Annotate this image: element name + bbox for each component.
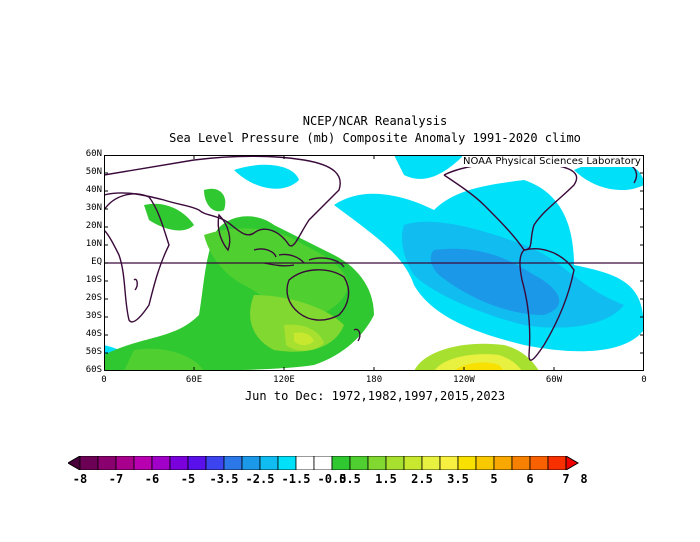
colorbar-swatch [475, 456, 495, 470]
colorbar-swatch [349, 456, 369, 470]
colorbar-swatch [421, 456, 441, 470]
colorbar-swatch [223, 456, 243, 470]
colorbar-label: -7 [108, 472, 124, 486]
colorbar-swatch [133, 456, 153, 470]
latitude-label: 40N [85, 185, 102, 195]
colorbar-swatch [367, 456, 387, 470]
colorbar-max-arrow [565, 456, 579, 470]
colorbar-swatch [331, 456, 351, 470]
colorbar-swatch [511, 456, 531, 470]
colorbar-swatch [79, 456, 99, 470]
colorbar-swatch [97, 456, 117, 470]
latitude-label: 50N [85, 167, 102, 177]
longitude-label: 120W [453, 375, 475, 385]
anomaly-field [104, 155, 644, 371]
colorbar-label: 6 [526, 472, 534, 486]
map-frame [104, 155, 644, 371]
colorbar-label: -3.5 [209, 472, 239, 486]
colorbar-swatch [547, 456, 567, 470]
colorbar-swatch [151, 456, 171, 470]
credit-label: NOAA Physical Sciences Laboratory [462, 156, 642, 167]
colorbar-swatch [493, 456, 513, 470]
colorbar-swatch [439, 456, 459, 470]
colorbar-label: 3.5 [447, 472, 469, 486]
colorbar-swatch [457, 456, 477, 470]
colorbar-label: 8 [580, 472, 588, 486]
colorbar-swatch [259, 456, 279, 470]
latitude-label: 10N [85, 239, 102, 249]
colorbar-swatch [205, 456, 225, 470]
colorbar-label: -0.5 [317, 472, 347, 486]
longitude-label: 0 [641, 375, 647, 385]
colorbar-min-arrow [68, 456, 81, 470]
colorbar-label: -1.5 [281, 472, 311, 486]
latitude-label: 10S [85, 275, 102, 285]
colorbar [68, 456, 579, 470]
longitude-label: 120E [273, 375, 295, 385]
colorbar-label: 7 [562, 472, 570, 486]
colorbar-swatch [385, 456, 405, 470]
colorbar-label: -2.5 [245, 472, 275, 486]
colorbar-swatch [295, 456, 315, 470]
chart-title: NCEP/NCAR Reanalysis [302, 114, 448, 128]
colorbar-label: 5 [490, 472, 498, 486]
latitude-label: 30N [85, 203, 102, 213]
colorbar-label: -6 [144, 472, 160, 486]
longitude-label: 0 [101, 375, 107, 385]
period-label: Jun to Dec: 1972,1982,1997,2015,2023 [244, 389, 506, 403]
chart-subtitle: Sea Level Pressure (mb) Composite Anomal… [169, 131, 581, 145]
colorbar-swatch [169, 456, 189, 470]
colorbar-label: 2.5 [411, 472, 433, 486]
colorbar-swatch [277, 456, 297, 470]
latitude-label: 50S [85, 347, 102, 357]
latitude-label: EQ [91, 257, 102, 267]
colorbar-swatch [187, 456, 207, 470]
longitude-label: 180 [365, 375, 383, 385]
latitude-label: 30S [85, 311, 102, 321]
colorbar-swatch [529, 456, 549, 470]
colorbar-label: -8 [72, 472, 88, 486]
anomaly-map [104, 155, 644, 371]
colorbar-swatch [313, 456, 333, 470]
latitude-label: 60S [85, 365, 102, 375]
colorbar-swatch [241, 456, 261, 470]
colorbar-label: 1.5 [375, 472, 397, 486]
latitude-label: 40S [85, 329, 102, 339]
colorbar-label: 0.5 [339, 472, 361, 486]
longitude-label: 60W [545, 375, 563, 385]
colorbar-swatch [403, 456, 423, 470]
coastlines [104, 155, 638, 361]
longitude-label: 60E [185, 375, 203, 385]
colorbar-label: -5 [180, 472, 196, 486]
latitude-label: 20N [85, 221, 102, 231]
colorbar-swatch [115, 456, 135, 470]
latitude-label: 20S [85, 293, 102, 303]
latitude-label: 60N [85, 149, 102, 159]
